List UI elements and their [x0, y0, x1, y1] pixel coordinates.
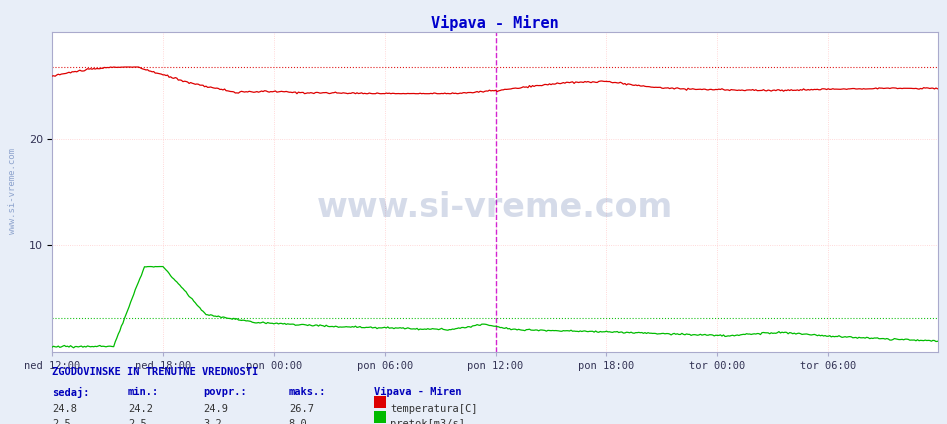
Text: 2.5: 2.5	[52, 419, 71, 424]
Text: ZGODOVINSKE IN TRENUTNE VREDNOSTI: ZGODOVINSKE IN TRENUTNE VREDNOSTI	[52, 367, 259, 377]
Text: 3.2: 3.2	[204, 419, 223, 424]
Text: povpr.:: povpr.:	[204, 387, 247, 397]
Title: Vipava - Miren: Vipava - Miren	[431, 15, 559, 31]
Text: pretok[m3/s]: pretok[m3/s]	[390, 419, 465, 424]
Text: Vipava - Miren: Vipava - Miren	[374, 387, 461, 397]
Text: sedaj:: sedaj:	[52, 387, 90, 398]
Text: www.si-vreme.com: www.si-vreme.com	[316, 191, 673, 224]
Text: 2.5: 2.5	[128, 419, 147, 424]
Text: www.si-vreme.com: www.si-vreme.com	[8, 148, 17, 234]
Text: 24.8: 24.8	[52, 404, 77, 414]
Text: maks.:: maks.:	[289, 387, 327, 397]
Text: min.:: min.:	[128, 387, 159, 397]
Text: temperatura[C]: temperatura[C]	[390, 404, 477, 414]
Text: 8.0: 8.0	[289, 419, 308, 424]
Text: 24.2: 24.2	[128, 404, 152, 414]
Text: 24.9: 24.9	[204, 404, 228, 414]
Text: 26.7: 26.7	[289, 404, 313, 414]
